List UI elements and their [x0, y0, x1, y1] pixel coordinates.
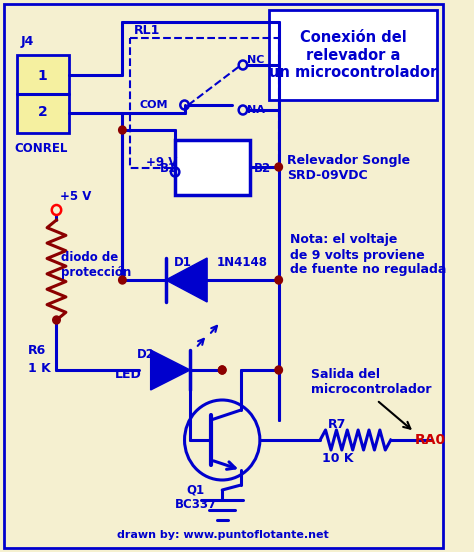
- Text: 1N4148: 1N4148: [217, 256, 267, 268]
- Text: diodo de
protección: diodo de protección: [61, 251, 131, 279]
- Circle shape: [275, 276, 283, 284]
- Text: LED: LED: [115, 369, 142, 381]
- Text: RA0: RA0: [414, 433, 446, 447]
- Polygon shape: [151, 350, 190, 390]
- Text: Salida del
microcontrolador: Salida del microcontrolador: [310, 368, 431, 396]
- Circle shape: [118, 276, 126, 284]
- Bar: [17, 55, 69, 133]
- Text: J4: J4: [21, 35, 34, 49]
- Text: CONREL: CONREL: [14, 141, 67, 155]
- Bar: [130, 38, 279, 168]
- Circle shape: [53, 316, 60, 324]
- Text: +9 V: +9 V: [146, 157, 177, 169]
- Text: NC: NC: [246, 55, 264, 65]
- Text: RL1: RL1: [134, 24, 160, 36]
- Circle shape: [118, 126, 126, 134]
- Text: B2: B2: [254, 162, 271, 174]
- Text: drawn by: www.puntoflotante.net: drawn by: www.puntoflotante.net: [117, 530, 329, 540]
- Text: R6: R6: [28, 343, 46, 357]
- Text: D2: D2: [137, 348, 155, 362]
- Text: Q1: Q1: [186, 484, 205, 496]
- Text: 1: 1: [37, 69, 47, 83]
- Circle shape: [275, 163, 283, 171]
- Text: COM: COM: [139, 100, 168, 110]
- Circle shape: [275, 366, 283, 374]
- Text: Nota: el voltaje
de 9 volts proviene
de fuente no regulada: Nota: el voltaje de 9 volts proviene de …: [290, 233, 447, 277]
- Polygon shape: [166, 258, 207, 302]
- Circle shape: [219, 366, 226, 374]
- Text: BC337: BC337: [175, 498, 217, 512]
- Text: 1 K: 1 K: [28, 362, 51, 374]
- Text: B1: B1: [160, 162, 177, 174]
- Bar: [269, 10, 437, 100]
- Text: +5 V: +5 V: [60, 190, 91, 204]
- Text: NA: NA: [246, 105, 264, 115]
- Text: 10 K: 10 K: [322, 452, 354, 464]
- Text: D1: D1: [174, 256, 192, 268]
- Text: Relevador Songle
SRD-09VDC: Relevador Songle SRD-09VDC: [287, 154, 410, 182]
- Bar: [175, 140, 250, 195]
- Text: 2: 2: [37, 105, 47, 119]
- Text: Conexión del
relevador a
un microcontrolador: Conexión del relevador a un microcontrol…: [269, 30, 437, 80]
- Text: R7: R7: [328, 417, 346, 431]
- Circle shape: [219, 366, 226, 374]
